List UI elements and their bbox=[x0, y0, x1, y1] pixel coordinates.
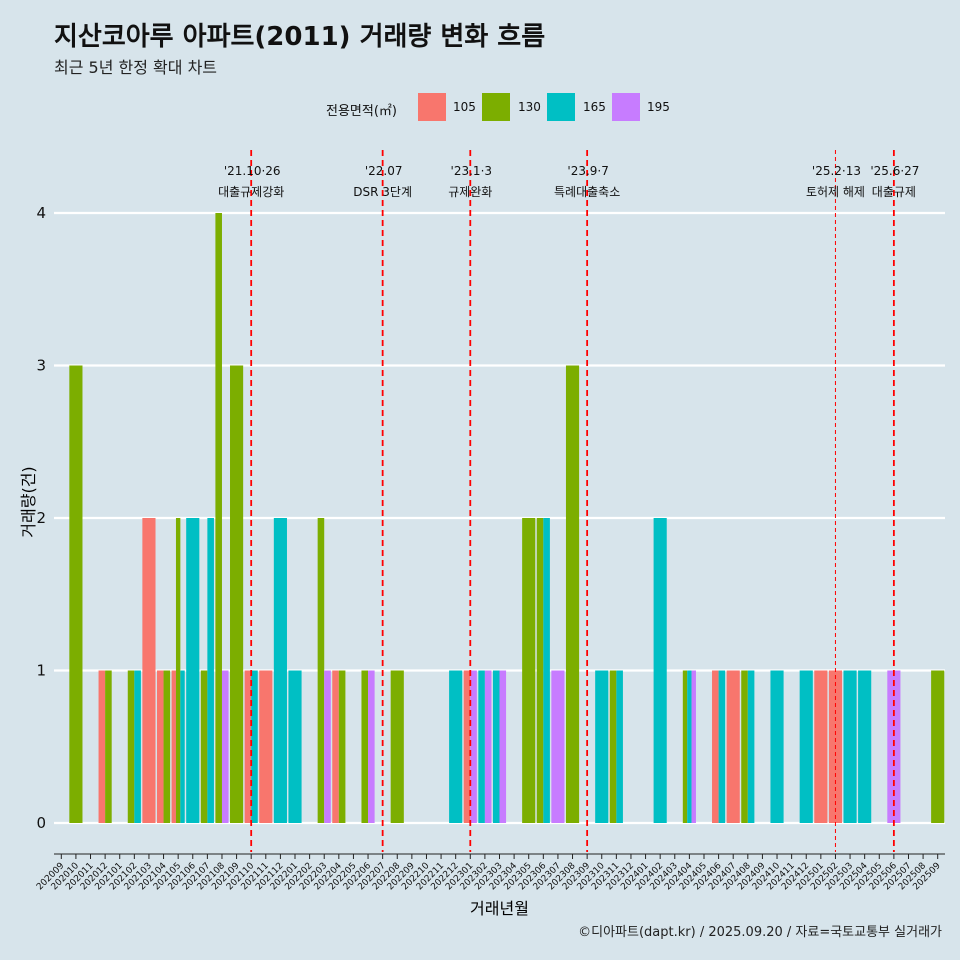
bar-202012-130 bbox=[105, 670, 112, 823]
bar-202203-130 bbox=[317, 518, 325, 823]
bar-202501-105 bbox=[814, 670, 828, 823]
bar-202112-165 bbox=[273, 518, 287, 823]
bar-202111-105 bbox=[259, 670, 273, 823]
bar-202102-165 bbox=[134, 670, 141, 823]
bar-202407-105 bbox=[726, 670, 740, 823]
bar-202212-165 bbox=[449, 670, 463, 823]
bar-202408-130 bbox=[741, 670, 748, 823]
bar-202310-165 bbox=[595, 670, 609, 823]
x-axis-title: 거래년월 bbox=[470, 899, 529, 918]
bar-202203-195 bbox=[324, 670, 331, 823]
bar-202301-105 bbox=[463, 670, 471, 823]
source-caption: ©디아파트(dapt.kr) / 2025.09.20 / 자료=국토교통부 실… bbox=[578, 925, 942, 940]
y-tick-label-2: 2 bbox=[36, 509, 46, 527]
event-date-202502: '25.2·13 bbox=[812, 164, 861, 178]
event-label-202110: 대출규제강화 bbox=[218, 185, 284, 199]
bar-202308-130 bbox=[565, 365, 580, 823]
bar-202311-165 bbox=[616, 670, 623, 823]
event-date-202309: '23.9·7 bbox=[567, 164, 608, 178]
legend-label-105: 105 bbox=[453, 100, 476, 114]
bar-202404-195 bbox=[691, 670, 696, 823]
chart-subtitle: 최근 5년 한정 확대 차트 bbox=[54, 58, 218, 77]
bar-202404-165 bbox=[687, 670, 692, 823]
bar-202204-130 bbox=[338, 670, 346, 823]
bar-202302-165 bbox=[478, 670, 485, 823]
bar-202406-105 bbox=[712, 670, 719, 823]
legend-label-130: 130 bbox=[518, 100, 541, 114]
bar-202010-130 bbox=[69, 365, 83, 823]
y-tick-label-0: 0 bbox=[36, 814, 46, 832]
bar-202105-130 bbox=[175, 518, 181, 823]
bar-202204-105 bbox=[332, 670, 339, 823]
bar-202408-165 bbox=[747, 670, 755, 823]
bar-202109-130 bbox=[230, 365, 244, 823]
bar-202303-195 bbox=[499, 670, 507, 823]
event-label-202506: 대출규제 bbox=[872, 185, 916, 199]
legend-label-195: 195 bbox=[647, 100, 670, 114]
bar-202105-105 bbox=[171, 670, 176, 823]
bar-202504-165 bbox=[858, 670, 872, 823]
bar-202406-165 bbox=[718, 670, 726, 823]
bar-202303-165 bbox=[492, 670, 500, 823]
bar-202206-195 bbox=[368, 670, 375, 823]
legend-swatch-105 bbox=[418, 93, 446, 121]
bar-202106-165 bbox=[186, 518, 200, 823]
bar-202301-195 bbox=[470, 670, 477, 823]
bar-202107-130 bbox=[200, 670, 208, 823]
event-date-202207: '22.07 bbox=[365, 164, 403, 178]
legend-swatch-130 bbox=[482, 93, 510, 121]
bar-202102-130 bbox=[127, 670, 135, 823]
bar-202412-165 bbox=[799, 670, 813, 823]
bar-202410-165 bbox=[770, 670, 784, 823]
bar-202506-195 bbox=[887, 670, 901, 823]
bar-202105-165 bbox=[180, 670, 185, 823]
event-label-202207: DSR 3단계 bbox=[353, 185, 412, 199]
event-date-202110: '21.10·26 bbox=[224, 164, 281, 178]
legend-title: 전용면적(㎡) bbox=[326, 104, 397, 119]
bar-202404-130 bbox=[682, 670, 688, 823]
event-date-202301: '23.1·3 bbox=[451, 164, 492, 178]
y-tick-label-3: 3 bbox=[36, 357, 46, 375]
y-tick-label-1: 1 bbox=[36, 662, 46, 680]
bar-202110-165 bbox=[251, 670, 258, 823]
bar-202307-195 bbox=[551, 670, 565, 823]
bar-202509-130 bbox=[931, 670, 945, 823]
event-label-202301: 규제완화 bbox=[448, 185, 492, 199]
bar-202302-195 bbox=[484, 670, 492, 823]
bar-202208-130 bbox=[390, 670, 404, 823]
bar-202503-165 bbox=[843, 670, 857, 823]
bar-202206-130 bbox=[361, 670, 369, 823]
bar-202103-105 bbox=[142, 518, 156, 823]
chart-title: 지산코아루 아파트(2011) 거래량 변화 흐름 bbox=[54, 22, 546, 52]
bar-202311-130 bbox=[609, 670, 617, 823]
y-axis-title: 거래량(건) bbox=[19, 466, 38, 537]
bar-202108-195 bbox=[221, 670, 229, 823]
bar-202104-105 bbox=[156, 670, 164, 823]
bar-202201-165 bbox=[288, 670, 302, 823]
legend-swatch-165 bbox=[547, 93, 575, 121]
bar-202104-130 bbox=[163, 670, 171, 823]
event-label-202309: 특례대출축소 bbox=[554, 185, 620, 199]
bar-202306-165 bbox=[543, 518, 550, 823]
bar-202110-105 bbox=[244, 670, 252, 823]
bar-202012-105 bbox=[98, 670, 106, 823]
event-date-202506: '25.6·27 bbox=[870, 164, 919, 178]
bar-202107-165 bbox=[207, 518, 214, 823]
legend-label-165: 165 bbox=[583, 100, 606, 114]
legend: 전용면적(㎡) 105 130 165 195 bbox=[0, 92, 960, 122]
y-tick-label-4: 4 bbox=[36, 204, 46, 222]
bar-202108-130 bbox=[215, 213, 222, 823]
bar-202306-130 bbox=[536, 518, 544, 823]
bar-202402-165 bbox=[653, 518, 667, 823]
bar-202305-130 bbox=[522, 518, 536, 823]
event-label-202502: 토허제 해제 bbox=[806, 185, 865, 199]
legend-swatch-195 bbox=[612, 93, 640, 121]
